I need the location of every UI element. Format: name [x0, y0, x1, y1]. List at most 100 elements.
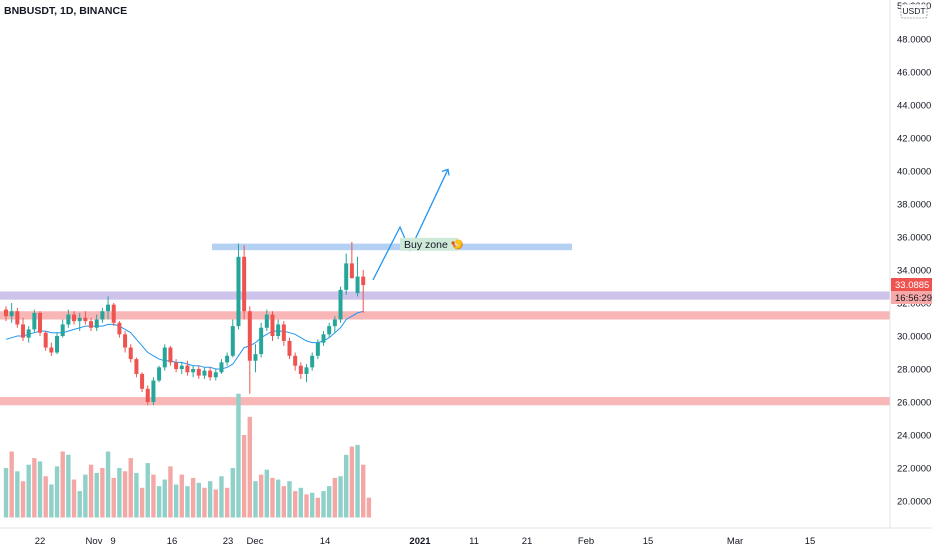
candle: [38, 311, 43, 336]
candle-body: [247, 311, 252, 361]
volume-bar: [230, 468, 235, 518]
candle: [123, 331, 128, 353]
candle-body: [213, 372, 218, 378]
candle: [77, 312, 82, 332]
volume-bar: [43, 476, 48, 518]
candle-body: [26, 329, 31, 338]
candle-body: [151, 380, 156, 402]
volume-bar: [344, 454, 349, 518]
candle: [83, 311, 88, 325]
time-tick: 14: [320, 536, 331, 547]
candle: [32, 309, 37, 333]
volume-bar: [241, 435, 247, 518]
countdown-label: 16:56:29: [895, 293, 932, 304]
price-tick: 42.0000: [897, 134, 931, 145]
candle-body: [106, 304, 111, 312]
candle-body: [310, 355, 315, 368]
zone-support-upper[interactable]: [0, 311, 890, 320]
volume-bar: [315, 497, 321, 518]
candle: [213, 369, 218, 381]
volume-bar: [321, 491, 326, 518]
volume-bar: [105, 451, 111, 518]
candle: [259, 322, 264, 358]
volume-bar: [219, 476, 224, 518]
candle: [157, 365, 162, 383]
volume-bar: [292, 491, 298, 518]
candle-body: [185, 365, 190, 373]
candle: [168, 345, 173, 366]
candle: [355, 256, 360, 297]
volume-bar: [26, 464, 31, 518]
candle-body: [304, 367, 309, 374]
candle-body: [123, 334, 128, 348]
volume-bar: [88, 464, 94, 518]
price-tick: 28.0000: [897, 365, 931, 376]
candle-body: [196, 369, 201, 376]
time-tick: Dec: [247, 536, 264, 547]
candle: [338, 286, 343, 323]
candle: [270, 311, 275, 341]
zone-support-lower[interactable]: [0, 397, 890, 406]
volume-layer: [3, 393, 372, 518]
candle-body: [145, 388, 150, 402]
volume-bar: [128, 458, 133, 518]
volume-bar: [83, 474, 88, 518]
volume-bar: [145, 463, 150, 518]
time-scale[interactable]: 22 Nov 9 16 23 Dec 14 2021 11 21 Feb 15 Mar 15: [35, 536, 816, 547]
volume-bar: [196, 482, 201, 518]
zone-buy-zone[interactable]: [212, 243, 572, 251]
candle-body: [276, 324, 281, 336]
candle: [276, 319, 281, 340]
currency-label: USDT: [902, 6, 925, 16]
candle: [191, 365, 196, 378]
time-tick: Nov: [86, 536, 103, 547]
volume-bar: [32, 458, 37, 518]
candle: [247, 306, 252, 394]
candle: [321, 331, 326, 346]
price-tick: 34.0000: [897, 266, 931, 277]
buy-zone-label[interactable]: Buy zone 🍤: [400, 237, 464, 251]
currency-selector[interactable]: USDT: [900, 3, 928, 19]
candle-body: [111, 304, 116, 323]
candle-body: [49, 347, 54, 353]
zones-layer: [0, 243, 890, 406]
price-tick: 36.0000: [897, 233, 931, 244]
volume-bar: [361, 464, 366, 518]
candle: [128, 344, 133, 363]
time-tick: 2021: [409, 536, 431, 547]
candle-body: [355, 276, 360, 294]
candle-body: [140, 373, 145, 389]
candle: [49, 342, 54, 356]
volume-bar: [139, 487, 145, 518]
price-tick: 22.0000: [897, 464, 931, 475]
candle-body: [344, 263, 349, 290]
candle-body: [179, 365, 184, 369]
candle: [219, 359, 224, 374]
candle-body: [321, 334, 326, 343]
candle: [89, 317, 94, 332]
candle-body: [208, 370, 213, 378]
volume-bar: [281, 486, 287, 518]
time-tick: 22: [35, 536, 46, 547]
volume-bar: [309, 492, 315, 518]
volume-bar: [236, 393, 241, 518]
candle-body: [38, 312, 43, 333]
candle: [162, 344, 167, 371]
candle-body: [225, 355, 230, 363]
candle: [94, 314, 99, 332]
volume-bar: [207, 481, 213, 518]
price-tick: 46.0000: [897, 68, 931, 79]
candle: [15, 307, 20, 328]
candle-body: [242, 256, 247, 312]
candle-body: [55, 336, 60, 353]
candle-body: [77, 317, 82, 322]
candle: [145, 385, 150, 406]
volume-bar: [275, 479, 281, 518]
candle-body: [287, 340, 292, 356]
candle: [349, 241, 354, 279]
candle-body: [162, 347, 167, 368]
zone-resistance[interactable]: [0, 291, 890, 300]
volume-bar: [338, 476, 343, 518]
time-tick: 23: [223, 536, 234, 547]
